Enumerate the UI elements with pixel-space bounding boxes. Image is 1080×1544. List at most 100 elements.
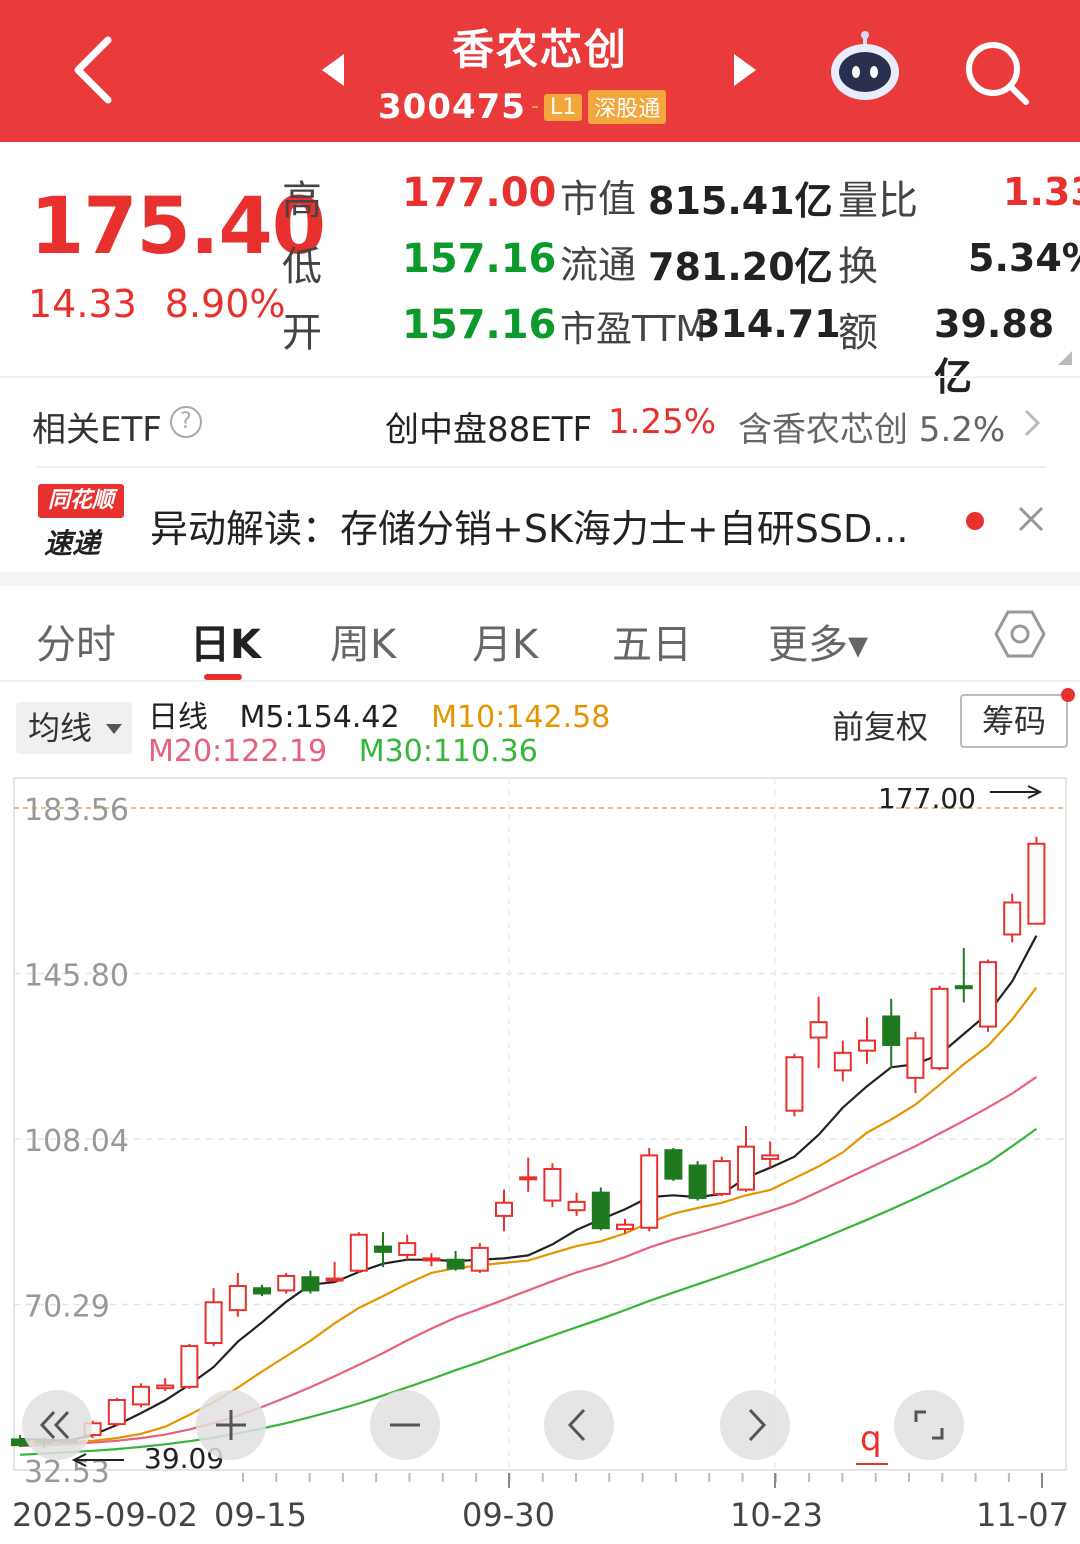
- stock-code: 300475: [378, 87, 526, 127]
- news-banner[interactable]: 同花顺 速递 异动解读：存储分销+SK海力士+自研SSD...: [0, 470, 1080, 570]
- candle-up: [277, 1274, 296, 1292]
- candle-up: [930, 987, 949, 1070]
- pe-ttm-label: 市盈TTM: [560, 309, 707, 350]
- period-label: 日线: [148, 700, 208, 735]
- chevron-left-icon: [567, 1408, 586, 1442]
- divider: [36, 466, 1046, 468]
- expand-corner-icon[interactable]: [1058, 351, 1072, 365]
- ma20-value: M20:122.19: [148, 734, 328, 769]
- candle-up: [325, 1277, 344, 1282]
- x-tick-label: 10-23: [730, 1496, 823, 1534]
- connect-tag: 深股通: [588, 90, 667, 124]
- chart-frame: [13, 777, 1067, 1471]
- price-change: 14.33 8.90%: [28, 282, 286, 326]
- candle-up: [761, 1154, 780, 1160]
- scroll-start-button[interactable]: [22, 1390, 92, 1460]
- indicator-selector[interactable]: 均线: [16, 702, 132, 754]
- candle-up: [228, 1285, 247, 1312]
- caret-down-icon: [106, 724, 122, 734]
- tab-intraday[interactable]: 分时: [36, 622, 116, 668]
- candle-up: [470, 1246, 489, 1272]
- search-icon[interactable]: [962, 38, 1032, 108]
- candle-up: [132, 1385, 150, 1406]
- minus-icon: [390, 1423, 420, 1427]
- change-percent: 8.90%: [164, 282, 286, 326]
- ma-legend-row-1: 日线 M5:154.42 M10:142.58: [148, 692, 632, 736]
- candle-up: [398, 1242, 417, 1256]
- ma10-value: M10:142.58: [431, 700, 611, 735]
- double-chevron-left-icon: [39, 1410, 70, 1440]
- help-icon[interactable]: ?: [170, 406, 202, 438]
- x-tick-label: 09-15: [214, 1496, 307, 1534]
- tab-five-day[interactable]: 五日: [612, 622, 692, 668]
- candle-up: [1027, 842, 1046, 925]
- x-tick-label: 11-07: [976, 1496, 1069, 1534]
- previous-stock-icon[interactable]: [318, 52, 348, 88]
- candle-up: [349, 1233, 368, 1272]
- high-arrow-head: [1027, 785, 1043, 799]
- express-news-logo: 同花顺 速递: [38, 484, 124, 560]
- open-value: 157.16: [402, 302, 557, 348]
- high-value: 177.00: [402, 170, 557, 216]
- stock-code-row: 300475 L1 深股通: [378, 87, 667, 127]
- assistant-robot-icon[interactable]: [828, 30, 902, 104]
- candle-up: [858, 1039, 876, 1052]
- kline-chart[interactable]: 183.56 145.80 108.04 70.29 32.53 177.00 39.09 q…: [0, 770, 1080, 1544]
- x-tick-label: 2025-09-02: [12, 1496, 198, 1534]
- turnover-label: 换: [838, 244, 878, 290]
- ma30-line: [19, 1128, 1038, 1456]
- tab-daily-k[interactable]: 日K: [190, 622, 261, 668]
- low-value: 157.16: [402, 236, 557, 282]
- candle-up: [906, 1037, 925, 1079]
- chips-button[interactable]: 筹码: [960, 694, 1068, 748]
- tab-monthly-k[interactable]: 月K: [472, 622, 539, 668]
- y-tick-label: 108.04: [24, 1124, 129, 1159]
- ma5-value: M5:154.42: [239, 700, 400, 735]
- zoom-in-button[interactable]: [196, 1390, 266, 1460]
- news-headline[interactable]: 异动解读：存储分销+SK海力士+自研SSD...: [150, 507, 909, 551]
- back-arrow-icon[interactable]: [62, 30, 132, 110]
- candle-down: [253, 1287, 271, 1295]
- candle-up: [712, 1160, 731, 1195]
- y-tick-label: 145.80: [24, 959, 129, 994]
- ma30-value: M30:110.36: [358, 734, 538, 769]
- candle-up: [616, 1223, 634, 1231]
- candle-down: [688, 1164, 707, 1199]
- level-tag: L1: [543, 93, 583, 121]
- chart-period-tabs: 分时 日K 周K 月K 五日 更多▾: [0, 586, 1080, 682]
- candle-down: [882, 1015, 901, 1046]
- price-adjust-toggle[interactable]: 前复权: [832, 708, 929, 746]
- plus-icon: [216, 1410, 246, 1440]
- high-price-label: 177.00: [878, 782, 976, 815]
- section-gap: [0, 572, 1080, 586]
- settings-hexagon-icon[interactable]: [994, 608, 1046, 660]
- candle-up: [737, 1145, 755, 1191]
- close-icon[interactable]: [1016, 504, 1046, 534]
- pe-ttm-value: 314.71: [694, 302, 841, 346]
- tag-marker: [531, 106, 538, 108]
- float-cap-label: 流通: [560, 243, 637, 287]
- tab-weekly-k[interactable]: 周K: [330, 622, 397, 668]
- fullscreen-icon: [914, 1410, 944, 1440]
- etf-weight: 含香农芯创 5.2%: [738, 410, 1006, 450]
- next-stock-icon[interactable]: [730, 52, 760, 88]
- candle-up: [543, 1168, 562, 1202]
- zoom-out-button[interactable]: [370, 1390, 440, 1460]
- related-etf-row[interactable]: 相关ETF ? 创中盘88ETF 1.25% 含香农芯创 5.2%: [0, 378, 1080, 468]
- low-arrow-head: [71, 1453, 87, 1467]
- turnover-value: 5.34%: [968, 236, 1080, 280]
- ma20-line: [19, 1076, 1038, 1448]
- candle-down: [374, 1245, 392, 1253]
- change-amount: 14.33: [28, 282, 137, 326]
- candle-up: [833, 1051, 852, 1072]
- chevron-right-icon[interactable]: [1020, 408, 1044, 438]
- pan-right-button[interactable]: [720, 1390, 790, 1460]
- candle-up: [979, 961, 997, 1028]
- notification-dot-icon: [1061, 688, 1075, 702]
- etf-name: 创中盘88ETF: [385, 410, 593, 450]
- pan-left-button[interactable]: [544, 1390, 614, 1460]
- tab-more[interactable]: 更多▾: [768, 622, 869, 668]
- fullscreen-button[interactable]: [894, 1390, 964, 1460]
- low-label: 低: [282, 244, 322, 290]
